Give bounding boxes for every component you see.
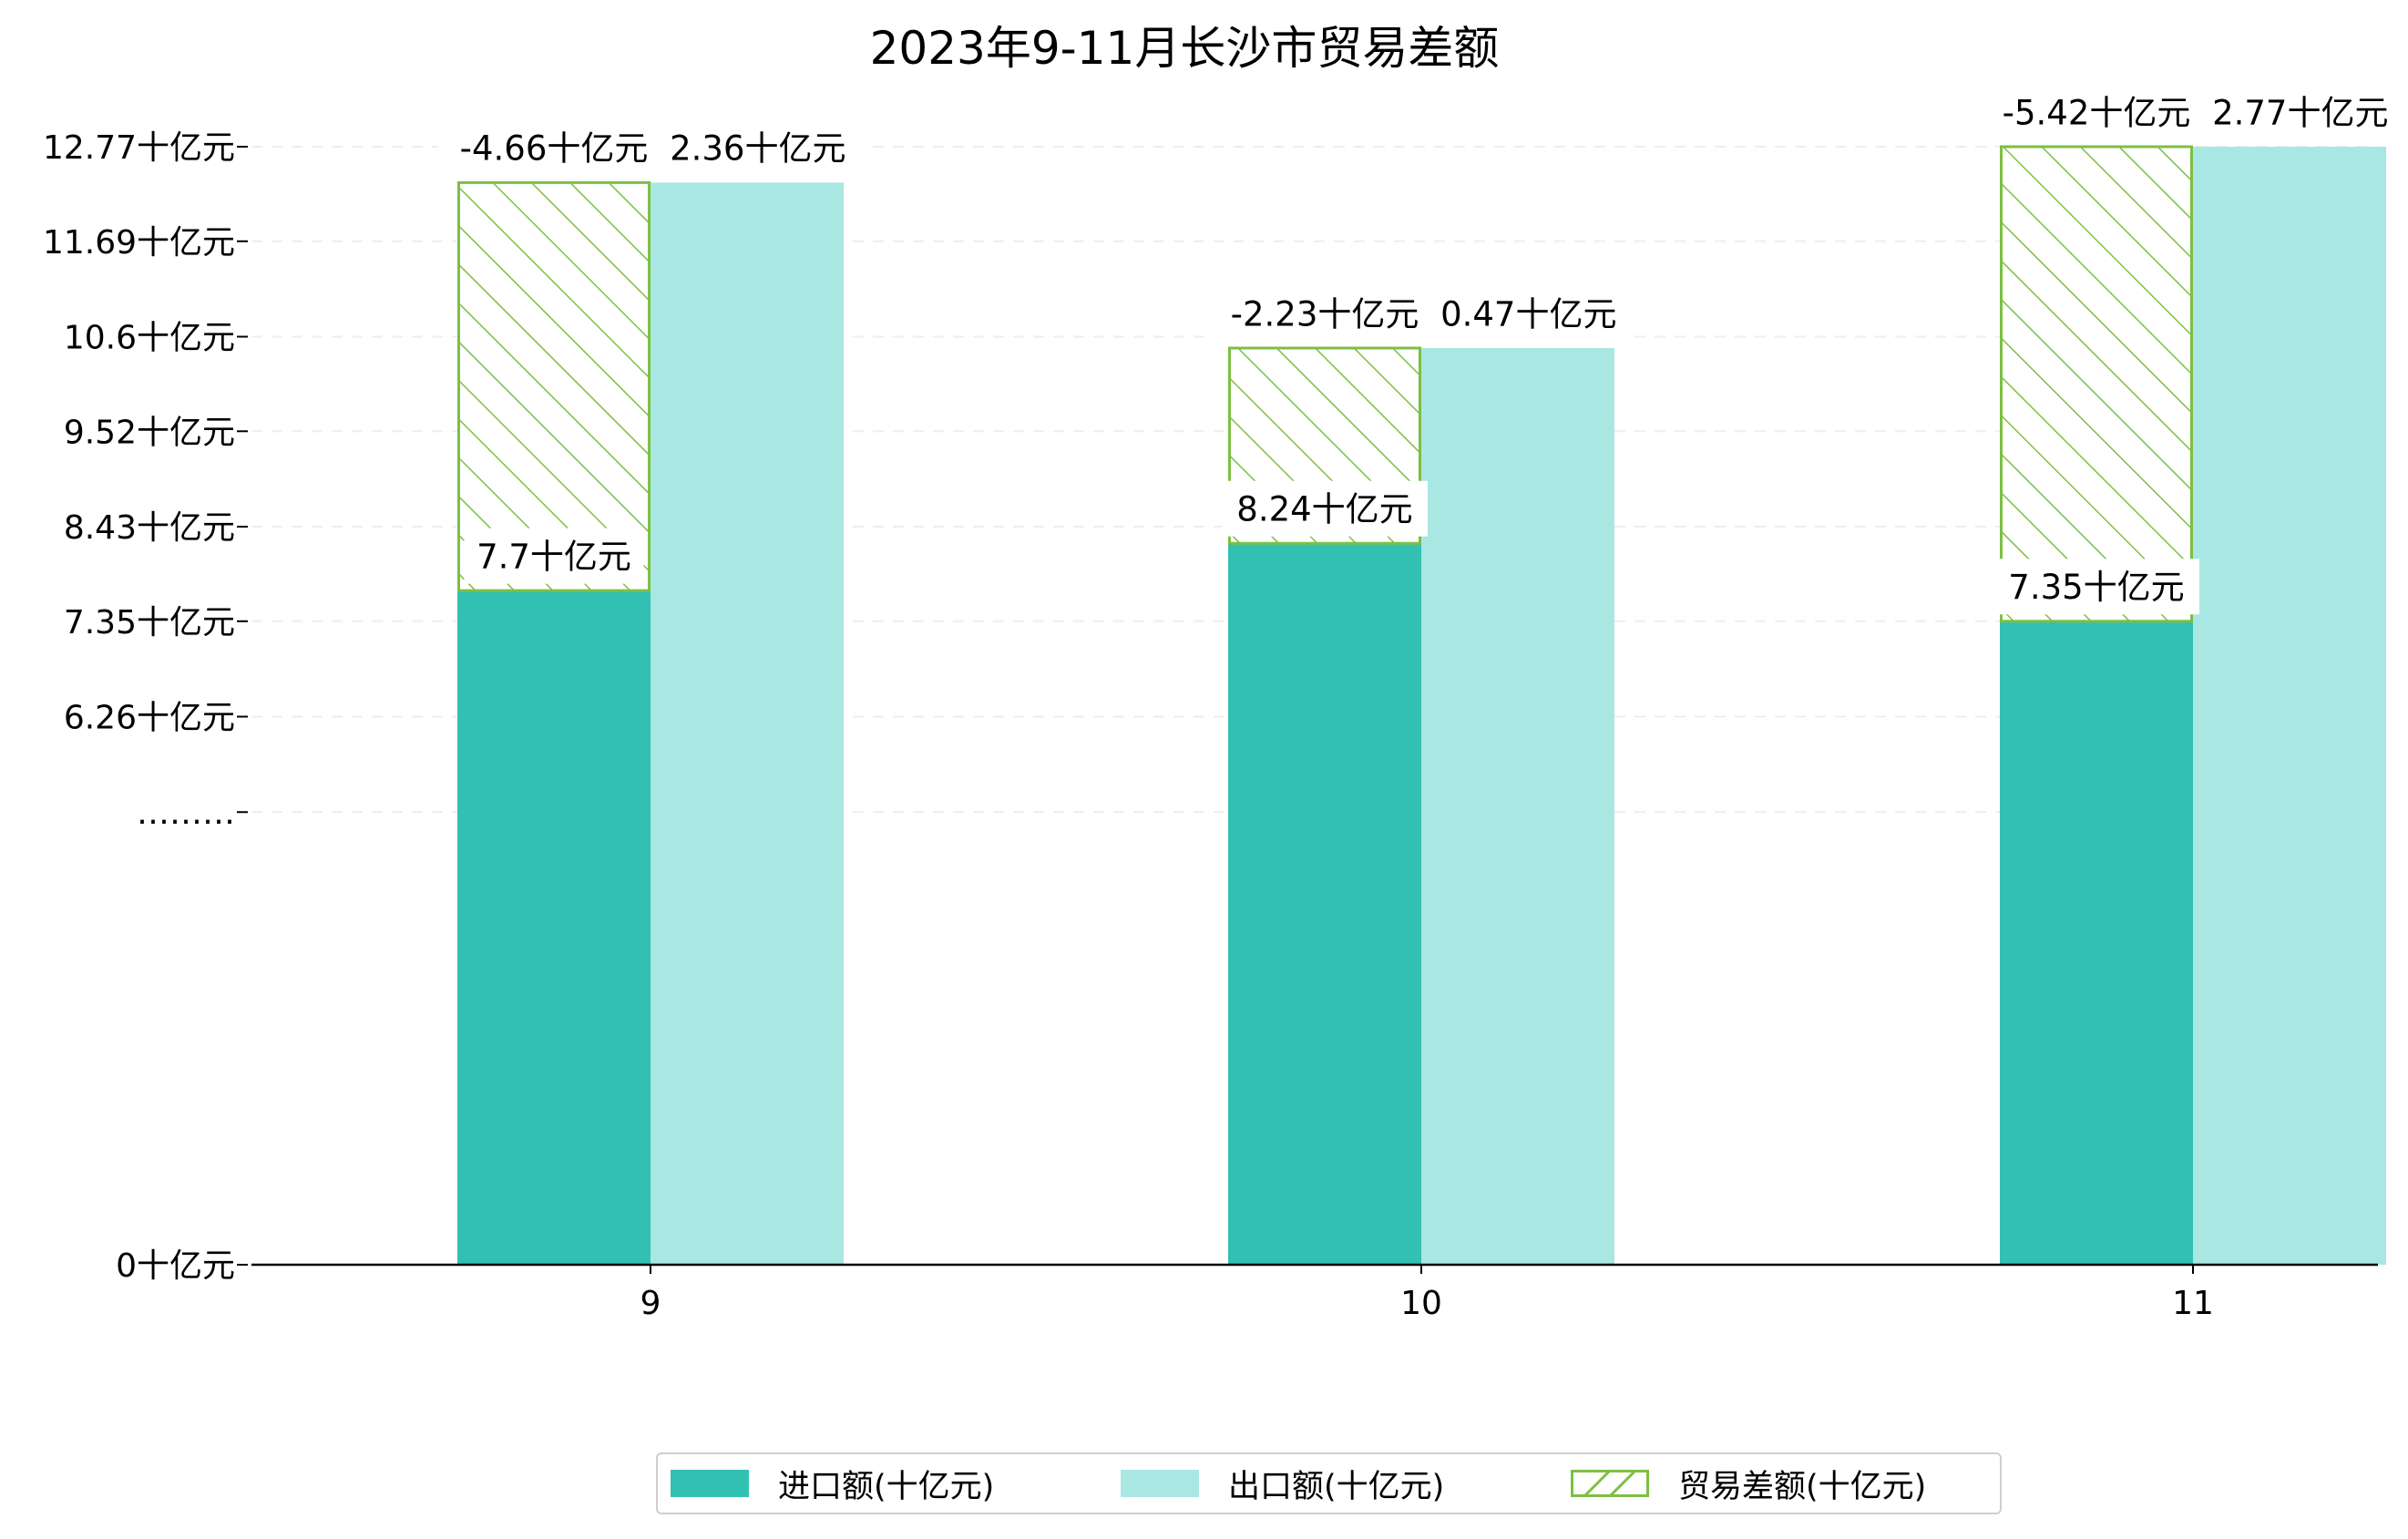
- data-label-import-text: 7.35十亿元: [2008, 568, 2184, 607]
- data-label-balance-text: -4.66十亿元: [460, 129, 649, 169]
- bar-import: [457, 590, 651, 1265]
- legend-label-import: 进口额(十亿元): [778, 1468, 995, 1505]
- y-tick-label: 8.43十亿元: [64, 509, 235, 547]
- data-label-balance-text: -5.42十亿元: [2003, 93, 2191, 132]
- bar-import: [1228, 543, 1421, 1265]
- y-tick-label: ………: [137, 795, 235, 832]
- data-label-import: 7.35十亿元: [1993, 559, 2200, 615]
- x-tick-label: 10: [1400, 1285, 1442, 1322]
- data-label-balance-text: -2.23十亿元: [1231, 294, 1419, 333]
- data-label-import-bg: [1993, 559, 2200, 615]
- y-tick-label: 12.77十亿元: [43, 129, 235, 167]
- bar-export: [2193, 147, 2386, 1265]
- legend-item-import: 进口额(十亿元): [671, 1454, 994, 1513]
- bar-trade-balance: [457, 180, 651, 592]
- y-tick-label: 6.26十亿元: [64, 700, 235, 737]
- axes: 0十亿元 ……… 6.26十亿元 7.35十亿元 8.43十亿元 9.52十亿元 10.6十…: [43, 129, 2378, 1322]
- x-tick-label: 9: [640, 1285, 661, 1322]
- legend: 进口额(十亿元) 出口额(十亿元) 贸易差额(十亿元): [656, 1452, 2002, 1514]
- bar-export: [1421, 347, 1614, 1265]
- bar-export: [651, 182, 844, 1266]
- data-label-balance: -4.66十亿元: [437, 119, 671, 176]
- data-label-import-text: 8.24十亿元: [1236, 490, 1412, 529]
- data-label-balance: -5.42十亿元: [1980, 84, 2213, 140]
- bar-import: [2000, 621, 2193, 1265]
- data-label-export-text: 12.36十亿元: [649, 129, 846, 169]
- y-tick-label: 11.69十亿元: [43, 224, 235, 262]
- data-label-balance: -2.23十亿元: [1208, 285, 1441, 342]
- y-tick-label: 9.52十亿元: [64, 414, 235, 451]
- data-label-import: 8.24十亿元: [1221, 480, 1429, 537]
- data-label-balance-bg: [1208, 285, 1441, 342]
- legend-label-export: 出口额(十亿元): [1228, 1468, 1445, 1505]
- data-labels: 12.36十亿元-4.66十亿元 7.7十亿元 10.47十亿元-2.23十亿元 8.…: [437, 84, 2406, 615]
- bar-trade-balance: [2000, 145, 2193, 623]
- data-label-balance-bg: [1980, 84, 2213, 140]
- y-tick-label: 7.35十亿元: [64, 604, 235, 641]
- data-label-export-text: 10.47十亿元: [1419, 294, 1617, 333]
- bars: [457, 145, 2386, 1266]
- data-label-import-bg: [464, 528, 644, 584]
- y-tick-label: 10.6十亿元: [64, 320, 235, 357]
- legend-swatch-balance: [1571, 1470, 1649, 1497]
- x-tick-label: 11: [2172, 1285, 2214, 1322]
- legend-item-export: 出口额(十亿元): [1121, 1454, 1444, 1513]
- legend-label-balance: 贸易差额(十亿元): [1678, 1468, 1927, 1505]
- legend-swatch-export: [1121, 1470, 1199, 1497]
- legend-item-balance: 贸易差额(十亿元): [1571, 1454, 1926, 1513]
- y-tick-label: 0十亿元: [116, 1247, 235, 1285]
- legend-swatch-import: [671, 1470, 749, 1497]
- data-label-import-text: 7.7十亿元: [476, 537, 631, 576]
- data-label-import: 7.7十亿元: [464, 528, 644, 584]
- chart-title: 2023年9-11月长沙市贸易差额: [870, 22, 1500, 75]
- data-label-import-bg: [1221, 480, 1429, 537]
- data-label-balance-bg: [437, 119, 671, 176]
- data-label-export-text: 12.77十亿元: [2191, 93, 2389, 132]
